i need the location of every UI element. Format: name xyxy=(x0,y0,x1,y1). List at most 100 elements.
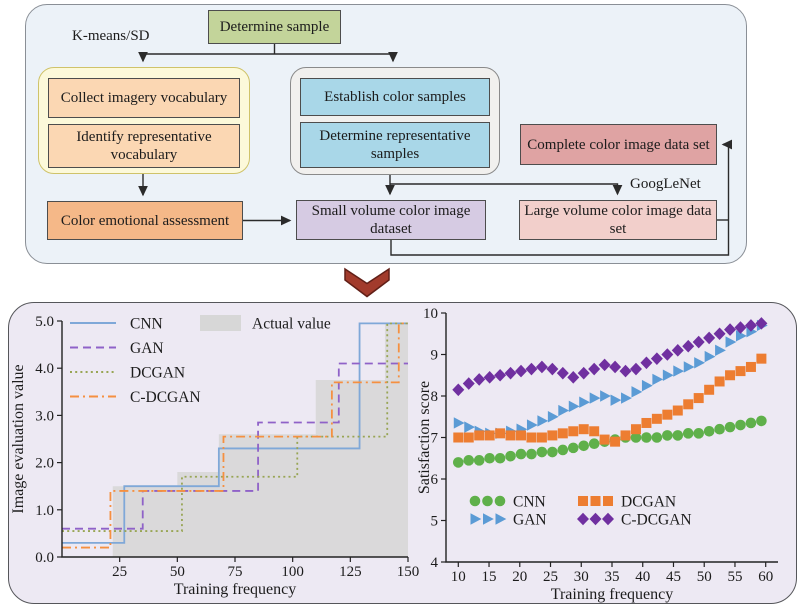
point-CNN xyxy=(588,438,600,450)
y-tick-label: 5.0 xyxy=(35,314,54,330)
legend-marker-C-DCGAN xyxy=(577,512,589,526)
point-CNN xyxy=(536,446,548,458)
series-C-DCGAN xyxy=(62,322,408,549)
legend-label-GAN: GAN xyxy=(130,340,164,357)
legend-marker-CNN xyxy=(469,495,481,507)
node-establish-color-samples: Establish color samples xyxy=(300,78,490,116)
legend-marker-GAN xyxy=(470,513,482,525)
point-C-DCGAN xyxy=(577,366,590,380)
point-CNN xyxy=(578,440,590,452)
point-CNN xyxy=(735,419,746,431)
point-DCGAN xyxy=(547,430,558,441)
satisfaction-y-axis-label: Satisfaction score xyxy=(416,381,433,494)
point-C-DCGAN xyxy=(567,371,580,384)
point-GAN xyxy=(694,357,705,369)
point-C-DCGAN xyxy=(629,362,642,376)
legend-marker-C-DCGAN xyxy=(602,512,614,526)
point-DCGAN xyxy=(714,376,725,387)
point-GAN xyxy=(631,386,643,398)
point-C-DCGAN xyxy=(619,364,632,378)
point-CNN xyxy=(494,452,506,464)
point-DCGAN xyxy=(704,384,715,395)
point-CNN xyxy=(714,423,725,435)
node-large-volume-dataset: Large volume color image data set xyxy=(519,200,717,240)
legend-swatch-actual-value xyxy=(200,315,241,331)
point-GAN xyxy=(547,411,559,423)
legend-label-C-DCGAN: C-DCGAN xyxy=(130,389,201,406)
point-GAN xyxy=(725,336,737,348)
point-CNN xyxy=(672,430,684,441)
y-tick-label: 9 xyxy=(431,348,439,364)
point-DCGAN xyxy=(641,417,652,428)
down-arrow xyxy=(344,267,390,298)
point-CNN xyxy=(745,417,757,429)
point-GAN xyxy=(464,421,476,433)
point-C-DCGAN xyxy=(473,373,486,386)
point-GAN xyxy=(621,392,632,404)
y-tick-label: 10 xyxy=(423,306,438,322)
point-DCGAN xyxy=(651,413,662,424)
point-C-DCGAN xyxy=(598,358,611,372)
point-DCGAN xyxy=(630,424,641,435)
point-CNN xyxy=(756,415,767,427)
node-small-volume-dataset: Small volume color image dataset xyxy=(296,200,486,240)
point-CNN xyxy=(484,452,495,464)
x-tick-label: 55 xyxy=(727,569,742,585)
point-C-DCGAN xyxy=(661,348,674,361)
point-CNN xyxy=(547,446,558,458)
node-complete-color-image-data-set: Complete color image data set xyxy=(520,124,717,165)
point-CNN xyxy=(515,448,527,460)
series-DCGAN xyxy=(453,353,767,447)
x-tick-label: 60 xyxy=(758,569,773,585)
legend-label-C-DCGAN: C-DCGAN xyxy=(621,512,692,529)
x-tick-label: 100 xyxy=(281,564,304,580)
point-DCGAN xyxy=(453,432,464,443)
image-evaluation-chart: 25 50 75 100 125 150 0.0 1.0 2.0 3.0 4.0 5.0 Trainin… xyxy=(10,314,419,598)
point-CNN xyxy=(452,457,464,468)
point-C-DCGAN xyxy=(525,362,538,376)
point-C-DCGAN xyxy=(692,335,705,349)
point-CNN xyxy=(651,432,663,443)
point-C-DCGAN xyxy=(556,366,569,380)
point-DCGAN xyxy=(662,409,673,420)
point-GAN xyxy=(589,392,601,404)
satisfaction-x-axis-label: Training frequency xyxy=(551,586,674,603)
point-CNN xyxy=(693,428,704,439)
arrow-small-to-complete xyxy=(390,139,733,256)
point-DCGAN xyxy=(463,432,474,443)
y-tick-label: 0.0 xyxy=(35,550,54,566)
legend-label-GAN: GAN xyxy=(513,512,547,529)
image-evaluation-x-axis-label: Training frequency xyxy=(174,581,297,598)
x-tick-label: 50 xyxy=(170,564,185,580)
x-tick-label: 10 xyxy=(451,569,466,585)
point-CNN xyxy=(682,428,694,439)
node-determine-sample: Determine sample xyxy=(208,10,341,44)
legend-label-CNN: CNN xyxy=(130,316,163,333)
point-DCGAN xyxy=(756,353,767,364)
legend-label-DCGAN: DCGAN xyxy=(621,494,676,511)
point-C-DCGAN xyxy=(755,317,768,330)
point-GAN xyxy=(652,373,664,386)
point-CNN xyxy=(463,455,475,466)
point-DCGAN xyxy=(589,426,600,437)
arrow-to-large-volume xyxy=(390,183,623,196)
image-evaluation-y-axis-label: Image evaluation value xyxy=(10,364,27,513)
point-CNN xyxy=(662,430,673,441)
legend-marker-DCGAN xyxy=(590,496,601,506)
x-tick-label: 25 xyxy=(112,564,127,580)
point-C-DCGAN xyxy=(504,366,517,380)
point-C-DCGAN xyxy=(640,356,653,370)
x-tick-label: 30 xyxy=(574,569,589,585)
point-C-DCGAN xyxy=(724,323,737,336)
point-DCGAN xyxy=(568,426,579,437)
point-DCGAN xyxy=(599,434,610,445)
series-CNN xyxy=(62,322,408,544)
point-GAN xyxy=(683,361,695,373)
x-tick-label: 35 xyxy=(605,569,620,585)
point-GAN xyxy=(662,369,674,381)
point-C-DCGAN xyxy=(609,360,622,374)
x-tick-label: 25 xyxy=(543,569,558,585)
point-DCGAN xyxy=(693,393,704,404)
point-DCGAN xyxy=(526,432,537,443)
